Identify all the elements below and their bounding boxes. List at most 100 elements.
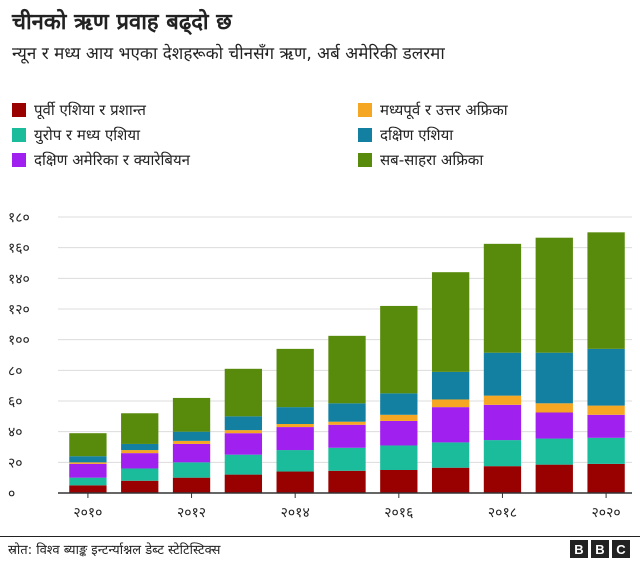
bar-segment bbox=[535, 438, 573, 465]
footer-divider bbox=[0, 536, 640, 537]
bar-segment bbox=[587, 348, 625, 406]
bar-segment bbox=[431, 407, 470, 443]
bar-segment bbox=[535, 352, 573, 404]
bar-segment bbox=[587, 405, 625, 415]
bar-segment bbox=[224, 474, 263, 493]
y-tick-label: २० bbox=[8, 455, 23, 471]
bar-segment bbox=[224, 368, 263, 417]
bar-segment bbox=[276, 424, 314, 428]
bar-segment bbox=[380, 393, 418, 415]
legend-swatch bbox=[12, 103, 26, 117]
legend-label: युरोप र मध्य एशिया bbox=[34, 126, 140, 144]
bar-segment bbox=[587, 414, 625, 438]
bar-segment bbox=[121, 468, 159, 481]
y-tick-label: ४० bbox=[8, 425, 23, 441]
bar-segment bbox=[380, 420, 418, 446]
bar-segment bbox=[483, 466, 522, 493]
legend-label: दक्षिण अमेरिका र क्यारेबियन bbox=[34, 151, 190, 169]
bar-segment bbox=[276, 348, 314, 408]
x-tick-label: २०१६ bbox=[384, 505, 413, 521]
x-tick-label: २०१४ bbox=[281, 505, 310, 521]
bar-segment bbox=[587, 437, 625, 464]
legend-item-sub-saharan-africa: सब-साहरा अफ्रिका bbox=[358, 150, 483, 170]
bar-segment bbox=[69, 462, 107, 464]
y-tick-label: १६० bbox=[8, 241, 30, 257]
y-tick-label: ८० bbox=[8, 363, 23, 379]
bar-segment bbox=[431, 442, 470, 468]
legend-swatch bbox=[358, 153, 372, 167]
bar-segment bbox=[483, 440, 522, 467]
bar-segment bbox=[535, 464, 573, 493]
bar-segment bbox=[483, 352, 522, 396]
bar-segment bbox=[483, 404, 522, 441]
bbc-logo-letter: C bbox=[612, 540, 630, 558]
bar-segment bbox=[172, 477, 211, 493]
bar-segment bbox=[380, 470, 418, 493]
bar-segment bbox=[121, 480, 159, 493]
bar-segment bbox=[328, 447, 366, 471]
y-tick-label: १२० bbox=[8, 302, 30, 318]
stacked-bar-chart: ० २० ४० ६० ८० १०० १२० १४० १६० १८० २०१० २०१२ २०१४ २०१६… bbox=[8, 210, 632, 521]
bar-segment bbox=[431, 371, 470, 400]
bar-segment bbox=[276, 427, 314, 451]
legend-item-east-asia-pacific: पूर्वी एशिया र प्रशान्त bbox=[12, 100, 146, 120]
bar-segment bbox=[224, 430, 263, 434]
bar-segment bbox=[172, 397, 211, 432]
y-tick-label: १४० bbox=[8, 271, 30, 287]
legend-swatch bbox=[358, 128, 372, 142]
y-tick-label: ६० bbox=[8, 394, 23, 410]
x-tick-label: २०१२ bbox=[177, 505, 206, 521]
legend-swatch bbox=[12, 153, 26, 167]
bar-segment bbox=[328, 470, 366, 493]
bar-segment bbox=[431, 272, 470, 372]
chart-subtitle: न्यून र मध्य आय भएका देशहरूको चीनसँग ऋण,… bbox=[12, 44, 445, 64]
bar-segment bbox=[172, 462, 211, 478]
bar-segment bbox=[69, 485, 107, 493]
y-tick-label: ० bbox=[8, 486, 15, 502]
bar-segment bbox=[380, 305, 418, 394]
bar-segment bbox=[172, 440, 211, 444]
bar-segment bbox=[121, 450, 159, 454]
y-tick-label: १८० bbox=[8, 210, 30, 226]
bar-segment bbox=[328, 424, 366, 448]
bar-segment bbox=[69, 433, 107, 457]
bar-segment bbox=[224, 416, 263, 431]
bar-segment bbox=[276, 471, 314, 493]
bar-segment bbox=[431, 467, 470, 493]
chart-title: चीनको ऋण प्रवाह बढ्दो छ bbox=[12, 10, 232, 35]
bar-segment bbox=[69, 477, 107, 486]
bar-segment bbox=[380, 445, 418, 470]
bar-segment bbox=[535, 412, 573, 439]
bar-segment bbox=[483, 243, 522, 353]
legend-label: पूर्वी एशिया र प्रशान्त bbox=[34, 101, 146, 119]
bar-segment bbox=[224, 454, 263, 475]
bar-segment bbox=[121, 413, 159, 444]
bar-segment bbox=[69, 463, 107, 478]
bar-segment bbox=[535, 403, 573, 413]
legend-label: मध्यपूर्व र उत्तर अफ्रिका bbox=[380, 101, 508, 119]
bar-segment bbox=[276, 450, 314, 472]
legend-item-middle-east-north-africa: मध्यपूर्व र उत्तर अफ्रिका bbox=[358, 100, 508, 120]
legend-item-south-asia: दक्षिण एशिया bbox=[358, 125, 453, 145]
bar-segment bbox=[380, 414, 418, 421]
bbc-logo: B B C bbox=[570, 540, 630, 558]
legend: पूर्वी एशिया र प्रशान्त मध्यपूर्व र उत्त… bbox=[12, 100, 632, 180]
legend-label: दक्षिण एशिया bbox=[380, 126, 454, 144]
bar-segment bbox=[328, 421, 366, 425]
x-tick-label: २०१८ bbox=[488, 505, 517, 521]
bar-segment bbox=[587, 463, 625, 493]
bar-segment bbox=[431, 399, 470, 408]
legend-item-europe-central-asia: युरोप र मध्य एशिया bbox=[12, 125, 140, 145]
source-note: स्रोत: विश्व ब्याङ्क इन्टर्न्याश्नल डेब्… bbox=[8, 543, 221, 558]
x-tick-label: २०१० bbox=[73, 505, 102, 521]
legend-label: सब-साहरा अफ्रिका bbox=[380, 151, 484, 169]
bbc-logo-letter: B bbox=[591, 540, 609, 558]
bar-segment bbox=[328, 335, 366, 404]
legend-swatch bbox=[358, 103, 372, 117]
bar-segment bbox=[587, 232, 625, 349]
legend-swatch bbox=[12, 128, 26, 142]
bar-segment bbox=[483, 395, 522, 405]
bar-segment bbox=[276, 407, 314, 424]
bar-segment bbox=[121, 443, 159, 451]
bar-segment bbox=[172, 431, 211, 441]
